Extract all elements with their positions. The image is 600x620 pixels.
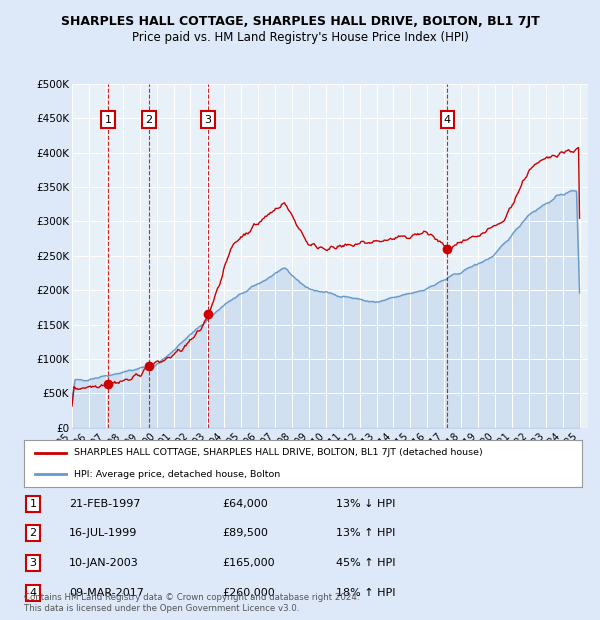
Text: 1: 1 (29, 499, 37, 509)
Text: HPI: Average price, detached house, Bolton: HPI: Average price, detached house, Bolt… (74, 469, 280, 479)
Text: £260,000: £260,000 (222, 588, 275, 598)
Text: 1: 1 (104, 115, 112, 125)
Text: 21-FEB-1997: 21-FEB-1997 (69, 499, 140, 509)
Text: 4: 4 (444, 115, 451, 125)
Text: 3: 3 (205, 115, 211, 125)
Text: 13% ↑ HPI: 13% ↑ HPI (336, 528, 395, 538)
Text: 2: 2 (145, 115, 152, 125)
Text: 45% ↑ HPI: 45% ↑ HPI (336, 558, 395, 568)
Text: 09-MAR-2017: 09-MAR-2017 (69, 588, 144, 598)
Text: £165,000: £165,000 (222, 558, 275, 568)
Text: 3: 3 (29, 558, 37, 568)
Text: £89,500: £89,500 (222, 528, 268, 538)
Text: 4: 4 (29, 588, 37, 598)
Text: 2: 2 (29, 528, 37, 538)
Text: £64,000: £64,000 (222, 499, 268, 509)
Text: Price paid vs. HM Land Registry's House Price Index (HPI): Price paid vs. HM Land Registry's House … (131, 31, 469, 44)
Text: 16-JUL-1999: 16-JUL-1999 (69, 528, 137, 538)
Text: SHARPLES HALL COTTAGE, SHARPLES HALL DRIVE, BOLTON, BL1 7JT: SHARPLES HALL COTTAGE, SHARPLES HALL DRI… (61, 16, 539, 29)
Text: SHARPLES HALL COTTAGE, SHARPLES HALL DRIVE, BOLTON, BL1 7JT (detached house): SHARPLES HALL COTTAGE, SHARPLES HALL DRI… (74, 448, 483, 458)
Text: 10-JAN-2003: 10-JAN-2003 (69, 558, 139, 568)
Text: 13% ↓ HPI: 13% ↓ HPI (336, 499, 395, 509)
Text: 18% ↑ HPI: 18% ↑ HPI (336, 588, 395, 598)
Text: Contains HM Land Registry data © Crown copyright and database right 2024.
This d: Contains HM Land Registry data © Crown c… (24, 593, 359, 613)
